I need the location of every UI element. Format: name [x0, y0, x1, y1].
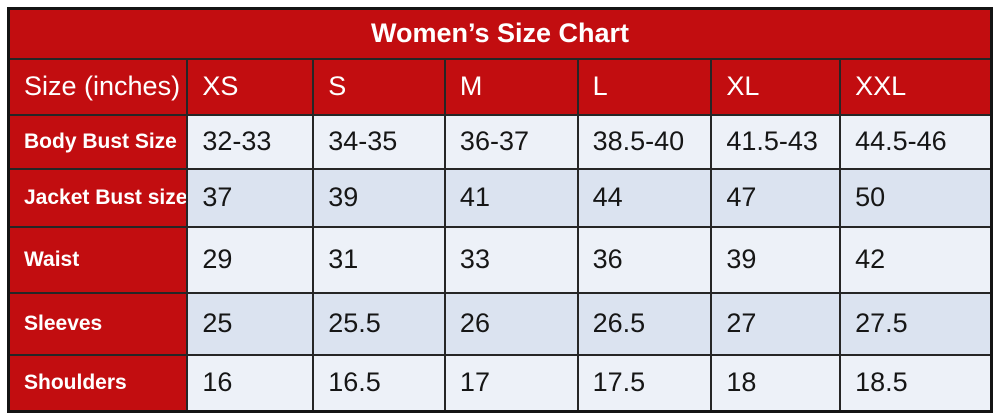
column-header-l: L: [576, 57, 713, 116]
size-value-cell: 32-33: [186, 113, 315, 170]
column-header-xl: XL: [710, 57, 842, 116]
size-value-cell: 50: [839, 167, 993, 228]
size-value-cell: 34-35: [312, 113, 446, 170]
size-value-cell: 29: [186, 225, 315, 294]
table-row: Sleeves 25 25.5 26 26.5 27 27.5: [7, 291, 993, 356]
table-row: Shoulders 16 16.5 17 17.5 18 18.5: [7, 353, 993, 413]
size-value-cell: 25: [186, 291, 315, 356]
size-value-cell: 39: [710, 225, 842, 294]
size-value-cell: 38.5-40: [576, 113, 713, 170]
column-header-size-inches: Size (inches): [7, 57, 189, 116]
size-value-cell: 31: [312, 225, 446, 294]
size-value-cell: 41.5-43: [710, 113, 842, 170]
size-chart-container: Women’s Size Chart Size (inches) XS S M L XL X…: [7, 7, 993, 413]
size-value-cell: 16.5: [312, 353, 446, 413]
size-value-cell: 27: [710, 291, 842, 356]
size-value-cell: 33: [443, 225, 579, 294]
size-value-cell: 26.5: [576, 291, 713, 356]
size-value-cell: 44: [576, 167, 713, 228]
size-value-cell: 18: [710, 353, 842, 413]
table-row: Body Bust Size 32-33 34-35 36-37 38.5-40 41.5…: [7, 113, 993, 170]
column-header-s: S: [312, 57, 446, 116]
size-value-cell: 39: [312, 167, 446, 228]
row-label-waist: Waist: [7, 225, 189, 294]
size-value-cell: 18.5: [839, 353, 993, 413]
size-value-cell: 42: [839, 225, 993, 294]
size-value-cell: 41: [443, 167, 579, 228]
size-value-cell: 27.5: [839, 291, 993, 356]
size-value-cell: 36-37: [443, 113, 579, 170]
column-header-xxl: XXL: [839, 57, 993, 116]
size-value-cell: 44.5-46: [839, 113, 993, 170]
row-label-jacket-bust-size: Jacket Bust size: [7, 167, 189, 228]
row-label-body-bust-size: Body Bust Size: [7, 113, 189, 170]
table-title: Women’s Size Chart: [7, 7, 993, 60]
size-value-cell: 16: [186, 353, 315, 413]
size-table: Women’s Size Chart Size (inches) XS S M L XL X…: [7, 7, 993, 413]
size-value-cell: 17.5: [576, 353, 713, 413]
table-row: Waist 29 31 33 36 39 42: [7, 225, 993, 294]
size-value-cell: 37: [186, 167, 315, 228]
column-header-xs: XS: [186, 57, 315, 116]
table-row: Jacket Bust size 37 39 41 44 47 50: [7, 167, 993, 228]
size-value-cell: 47: [710, 167, 842, 228]
column-header-m: M: [443, 57, 579, 116]
size-value-cell: 25.5: [312, 291, 446, 356]
table-title-row: Women’s Size Chart: [7, 7, 993, 60]
table-header-row: Size (inches) XS S M L XL XXL: [7, 57, 993, 116]
size-value-cell: 36: [576, 225, 713, 294]
size-value-cell: 26: [443, 291, 579, 356]
size-value-cell: 17: [443, 353, 579, 413]
row-label-shoulders: Shoulders: [7, 353, 189, 413]
row-label-sleeves: Sleeves: [7, 291, 189, 356]
